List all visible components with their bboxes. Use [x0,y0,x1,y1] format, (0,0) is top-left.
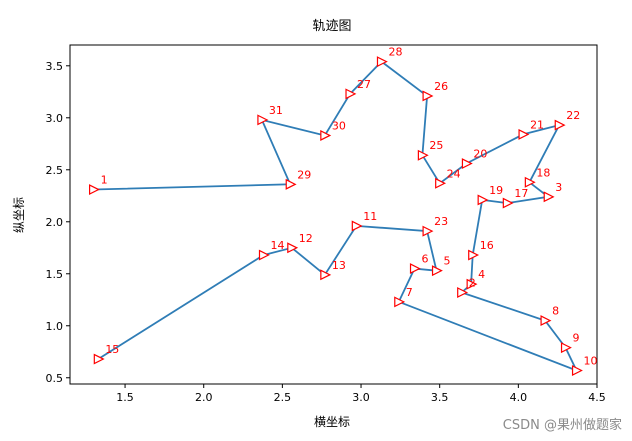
point-marker [466,278,478,290]
point-marker [524,176,536,188]
point-label: 21 [530,118,544,131]
point-label: 6 [422,253,429,266]
point-label: 9 [573,332,580,345]
point-marker [394,296,406,308]
point-marker [320,269,332,281]
point-label: 17 [514,187,528,200]
point-label: 5 [444,255,451,268]
point-marker [258,249,270,261]
point-labels: 1 293130272826252420212218317191642891076… [101,46,598,368]
point-marker [409,263,421,275]
trajectory-line [93,60,579,373]
point-marker [502,197,514,209]
point-label: 2 [469,276,476,289]
point-marker [468,249,480,261]
point-marker [320,129,332,141]
point-label: 26 [434,80,448,93]
point-marker [540,315,552,327]
point-marker [431,265,443,277]
point-marker [351,220,363,232]
point-label: 10 [584,354,598,367]
point-marker [457,287,469,298]
point-marker [435,177,447,189]
point-label: 12 [299,232,313,245]
point-marker [287,242,299,254]
point-marker [345,88,357,100]
y-tick-label: 1.0 [46,320,64,333]
point-marker [257,114,269,126]
point-label: 7 [406,286,413,299]
point-marker [518,128,530,140]
point-marker [554,119,566,131]
y-tick-label: 0.5 [46,372,64,385]
point-label: 14 [270,239,284,252]
point-label: 1 [101,174,108,187]
y-tick-label: 1.5 [46,268,64,281]
plot-frame [69,44,598,385]
watermark: CSDN @果州做题家 [502,418,622,433]
point-marker [422,90,434,102]
point-label: 30 [332,119,346,132]
point-label: 15 [105,343,119,356]
point-marker [422,225,434,237]
point-label: 28 [388,46,402,59]
y-axis-title: 纵坐标 [12,197,26,233]
x-tick-label: 1.5 [116,391,134,404]
point-markers [88,56,583,376]
point-marker [93,353,105,365]
point-marker [560,342,572,354]
y-tick-label: 2.5 [46,164,64,177]
x-tick-label: 2.0 [195,391,213,404]
x-axis-title: 横坐标 [314,415,350,429]
y-tick-label: 2.0 [46,216,64,229]
point-label: 3 [555,181,562,194]
point-label: 23 [434,215,448,228]
point-marker [477,194,489,206]
x-tick-label: 4.0 [510,391,528,404]
point-marker [88,184,100,196]
x-axis: 1.5 2.0 2.5 3.0 3.5 4.0 4.5 [116,384,606,404]
x-tick-label: 4.5 [588,391,606,404]
point-label: 8 [552,305,559,318]
point-label: 20 [473,148,487,161]
point-label: 19 [489,184,503,197]
x-tick-label: 3.5 [431,391,449,404]
point-label: 16 [480,239,494,252]
chart-title: 轨迹图 [312,19,351,34]
point-label: 24 [447,167,461,180]
y-axis: 0.5 1.0 1.5 2.0 2.5 3.0 3.5 [46,60,70,385]
point-marker [417,149,429,161]
point-label: 4 [478,268,485,281]
point-label: 22 [566,109,580,122]
point-marker [543,191,555,203]
point-label: 25 [429,139,443,152]
point-label: 11 [363,210,377,223]
y-tick-label: 3.5 [46,60,64,73]
point-marker [376,56,388,68]
point-label: 29 [297,168,311,181]
point-label: 18 [536,166,550,179]
point-label: 27 [357,78,371,91]
point-marker [461,158,473,170]
point-marker [285,178,297,190]
point-marker [571,365,583,376]
point-label: 31 [269,104,283,117]
point-label: 13 [332,259,346,272]
x-tick-label: 2.5 [274,391,292,404]
y-tick-label: 3.0 [46,112,64,125]
x-tick-label: 3.0 [352,391,370,404]
